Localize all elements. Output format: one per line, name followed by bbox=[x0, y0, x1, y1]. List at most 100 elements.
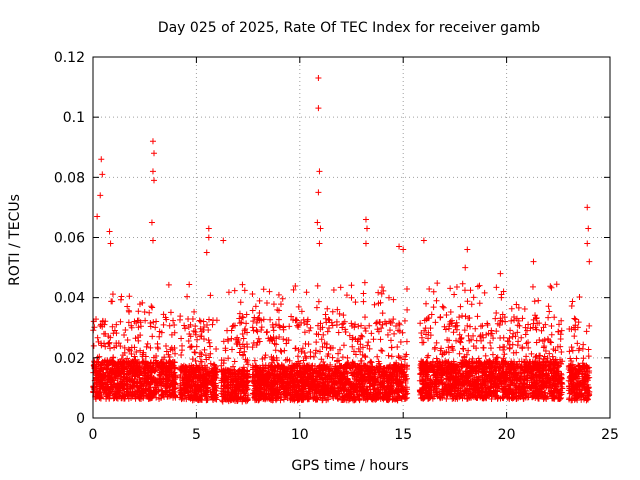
data-point bbox=[182, 382, 189, 389]
data-point bbox=[272, 321, 279, 328]
data-point bbox=[105, 333, 112, 340]
data-point bbox=[358, 332, 365, 339]
data-point bbox=[115, 359, 122, 366]
data-point bbox=[535, 297, 542, 304]
data-point bbox=[124, 336, 131, 343]
data-point bbox=[165, 367, 172, 374]
data-point bbox=[240, 335, 247, 342]
data-point bbox=[145, 385, 152, 392]
data-point bbox=[293, 316, 300, 323]
data-point bbox=[123, 385, 130, 392]
data-point bbox=[228, 335, 235, 342]
data-point bbox=[106, 378, 113, 385]
data-point bbox=[122, 326, 129, 333]
data-point bbox=[204, 396, 211, 403]
data-point bbox=[170, 379, 177, 386]
data-point bbox=[187, 375, 194, 382]
data-point bbox=[205, 337, 212, 344]
data-point bbox=[206, 316, 213, 323]
data-point bbox=[95, 379, 102, 386]
data-point bbox=[282, 357, 289, 364]
data-point bbox=[148, 303, 155, 310]
data-point bbox=[187, 393, 194, 400]
data-point bbox=[130, 369, 137, 376]
data-point bbox=[237, 299, 244, 306]
data-point bbox=[93, 316, 100, 323]
data-point bbox=[256, 297, 263, 304]
data-point bbox=[339, 354, 346, 361]
data-point bbox=[378, 347, 385, 354]
data-point bbox=[403, 338, 410, 345]
data-point bbox=[249, 324, 256, 331]
data-point bbox=[171, 322, 178, 329]
data-point bbox=[206, 339, 213, 346]
data-point bbox=[196, 317, 203, 324]
data-point bbox=[159, 356, 166, 363]
data-point bbox=[203, 356, 210, 363]
data-point bbox=[184, 293, 191, 300]
data-point bbox=[97, 367, 104, 374]
data-point bbox=[170, 374, 177, 381]
data-point bbox=[185, 337, 192, 344]
data-point bbox=[136, 387, 143, 394]
data-point bbox=[121, 331, 128, 338]
data-point bbox=[133, 360, 140, 367]
data-point bbox=[371, 301, 378, 308]
data-point bbox=[200, 336, 207, 343]
data-point bbox=[190, 371, 197, 378]
data-point bbox=[113, 395, 120, 402]
data-point bbox=[106, 339, 113, 346]
data-point bbox=[164, 380, 171, 387]
data-point bbox=[378, 290, 385, 297]
data-point bbox=[318, 336, 325, 343]
data-point bbox=[487, 345, 494, 352]
data-point bbox=[135, 324, 142, 331]
data-point bbox=[377, 336, 384, 343]
data-point bbox=[190, 328, 197, 335]
data-point bbox=[106, 394, 113, 401]
data-point bbox=[139, 390, 146, 397]
data-point bbox=[181, 395, 188, 402]
data-point bbox=[132, 395, 139, 402]
data-point bbox=[307, 349, 314, 356]
data-point bbox=[467, 323, 474, 330]
data-point bbox=[103, 366, 110, 373]
data-point bbox=[195, 387, 202, 394]
data-point bbox=[157, 380, 164, 387]
data-point bbox=[558, 349, 565, 356]
data-point bbox=[430, 288, 437, 295]
data-point bbox=[209, 379, 216, 386]
data-point bbox=[133, 378, 140, 385]
data-point bbox=[171, 384, 178, 391]
data-point bbox=[144, 365, 151, 372]
data-point bbox=[113, 330, 120, 337]
data-point bbox=[211, 373, 218, 380]
data-point bbox=[192, 331, 199, 338]
data-point bbox=[176, 316, 183, 323]
data-point bbox=[459, 345, 466, 352]
data-point bbox=[143, 343, 150, 350]
data-point bbox=[365, 339, 372, 346]
data-point bbox=[264, 328, 271, 335]
data-point bbox=[150, 319, 157, 326]
data-point bbox=[143, 385, 150, 392]
data-point bbox=[104, 372, 111, 379]
data-point bbox=[149, 304, 156, 311]
data-point bbox=[124, 370, 131, 377]
data-point bbox=[433, 355, 440, 362]
data-point bbox=[158, 394, 165, 401]
data-point bbox=[277, 301, 284, 308]
data-point bbox=[155, 364, 162, 371]
data-point bbox=[145, 395, 152, 402]
data-point bbox=[433, 339, 440, 346]
data-point bbox=[165, 281, 172, 288]
data-point bbox=[294, 353, 301, 360]
data-point bbox=[203, 391, 210, 398]
data-point bbox=[161, 354, 168, 361]
data-point bbox=[181, 322, 188, 329]
data-point bbox=[493, 284, 500, 291]
data-point bbox=[249, 291, 256, 298]
data-point bbox=[189, 397, 196, 404]
data-point bbox=[164, 391, 171, 398]
